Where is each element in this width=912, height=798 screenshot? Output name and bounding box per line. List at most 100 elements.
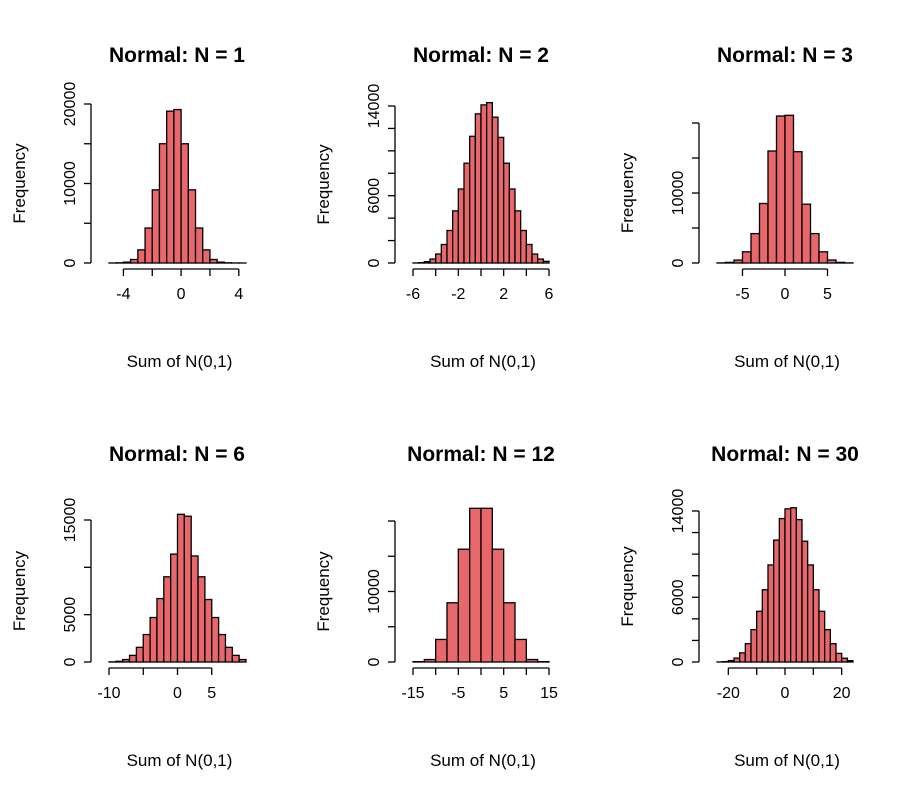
- histogram-bar: [197, 576, 206, 663]
- histogram-bar: [727, 659, 735, 663]
- y-tick-label: 6000: [670, 579, 687, 615]
- histogram-bar: [122, 261, 132, 264]
- histogram-bar: [829, 643, 837, 663]
- histogram-bar: [525, 658, 539, 663]
- histogram-bar: [812, 589, 820, 663]
- y-tick-label: 10000: [366, 569, 383, 614]
- x-tick-label: -6: [406, 286, 420, 303]
- histogram-bar: [790, 507, 797, 663]
- chart-title: Normal: N = 6: [109, 443, 245, 466]
- y-tick-label: 10000: [670, 171, 687, 216]
- y-axis-label: Frequency: [314, 551, 333, 632]
- histogram-bar: [135, 646, 144, 663]
- histogram-bar: [801, 540, 809, 663]
- histogram-bar: [480, 104, 488, 264]
- y-tick-label: 0: [62, 657, 79, 666]
- y-tick-label: 10000: [62, 161, 79, 206]
- histogram-bar: [151, 189, 161, 264]
- x-tick-label: 4: [234, 286, 243, 303]
- x-tick-label: -15: [401, 685, 424, 702]
- histogram-bar: [508, 188, 516, 264]
- histogram-bar: [835, 261, 846, 264]
- histogram-panel-5: Normal: N = 12 Frequency Sum of N(0,1) 0 100…: [314, 443, 558, 770]
- y-axis-label: Frequency: [314, 144, 333, 225]
- histogram-bar: [231, 654, 240, 663]
- histogram-bar: [792, 151, 803, 264]
- histogram-bar: [142, 633, 151, 663]
- y-axis-label: Frequency: [10, 550, 29, 631]
- histogram-bar: [190, 555, 199, 663]
- histogram-bar: [503, 602, 516, 663]
- histogram-panel-1: Normal: N = 1 Frequency Sum of N(0,1) 0 1000…: [10, 44, 247, 371]
- histogram-bar: [469, 135, 476, 264]
- histogram-bar: [761, 589, 769, 663]
- histogram-bar: [128, 654, 138, 663]
- histogram-bar: [169, 553, 179, 663]
- histogram-bar: [217, 633, 227, 663]
- histogram-bar: [531, 253, 539, 264]
- x-tick-label: -20: [717, 685, 740, 702]
- histogram-bar: [784, 114, 795, 264]
- x-tick-label: 20: [833, 685, 851, 702]
- y-tick-label: 14000: [670, 489, 687, 534]
- histogram-bar: [818, 610, 826, 663]
- x-axis-label: Sum of N(0,1): [430, 751, 536, 770]
- x-tick-label: 0: [173, 685, 182, 702]
- histogram-bar: [429, 258, 437, 264]
- histogram-bar: [435, 253, 442, 264]
- histogram-bar: [216, 261, 226, 264]
- x-tick-label: -4: [116, 286, 130, 303]
- histogram-bar: [733, 259, 744, 264]
- histogram-bar: [137, 249, 146, 264]
- y-axis-label: Frequency: [10, 143, 29, 224]
- histogram-bar: [750, 628, 758, 663]
- x-tick-label: -5: [451, 685, 465, 702]
- histogram-bar: [733, 657, 741, 663]
- histogram-bar: [480, 507, 493, 663]
- y-tick-label: 20000: [62, 82, 79, 127]
- y-tick-label: 0: [670, 657, 687, 666]
- x-tick-label: 5: [499, 685, 508, 702]
- x-tick-label: 2: [499, 286, 508, 303]
- histogram-bar: [149, 616, 158, 663]
- y-axis-label: Frequency: [618, 546, 637, 627]
- x-tick-label: 0: [177, 286, 186, 303]
- histogram-bar: [163, 576, 172, 663]
- histogram-bar: [486, 101, 493, 264]
- y-tick-label: 0: [62, 258, 79, 267]
- histogram-bar: [211, 616, 220, 663]
- x-tick-label: 0: [781, 685, 790, 702]
- histogram-bar: [809, 232, 820, 264]
- x-axis-label: Sum of N(0,1): [127, 352, 233, 371]
- histogram-bar: [491, 116, 499, 264]
- x-tick-label: 5: [207, 685, 216, 702]
- histogram-bar: [795, 518, 803, 663]
- histogram-bar: [784, 508, 792, 663]
- histogram-bar: [446, 602, 459, 663]
- chart-title: Normal: N = 3: [717, 44, 853, 67]
- histogram-bar: [846, 660, 854, 663]
- histogram-bar: [457, 188, 465, 264]
- histogram-bar: [756, 610, 763, 663]
- histogram-bar: [542, 260, 550, 264]
- histogram-bar: [773, 539, 780, 663]
- histogram-bar: [423, 260, 431, 264]
- histogram-bar: [741, 251, 752, 264]
- histogram-bar: [758, 202, 769, 264]
- histogram-bar: [750, 232, 761, 264]
- histogram-bar: [194, 227, 204, 264]
- histogram-bar: [158, 143, 168, 264]
- histogram-bar: [173, 108, 182, 264]
- histogram-bar: [503, 162, 510, 264]
- histogram-bar: [491, 548, 505, 663]
- histogram-bar: [463, 162, 471, 264]
- chart-title: Normal: N = 30: [711, 443, 859, 466]
- histogram-bar: [435, 638, 448, 663]
- histogram-panel-4: Normal: N = 6 Frequency Sum of N(0,1) 0 5000…: [10, 443, 247, 770]
- x-axis-label: Sum of N(0,1): [734, 751, 840, 770]
- histogram-bar: [537, 258, 544, 264]
- histogram-bar: [209, 258, 218, 264]
- histogram-bar: [457, 548, 471, 663]
- histogram-bar: [744, 643, 752, 663]
